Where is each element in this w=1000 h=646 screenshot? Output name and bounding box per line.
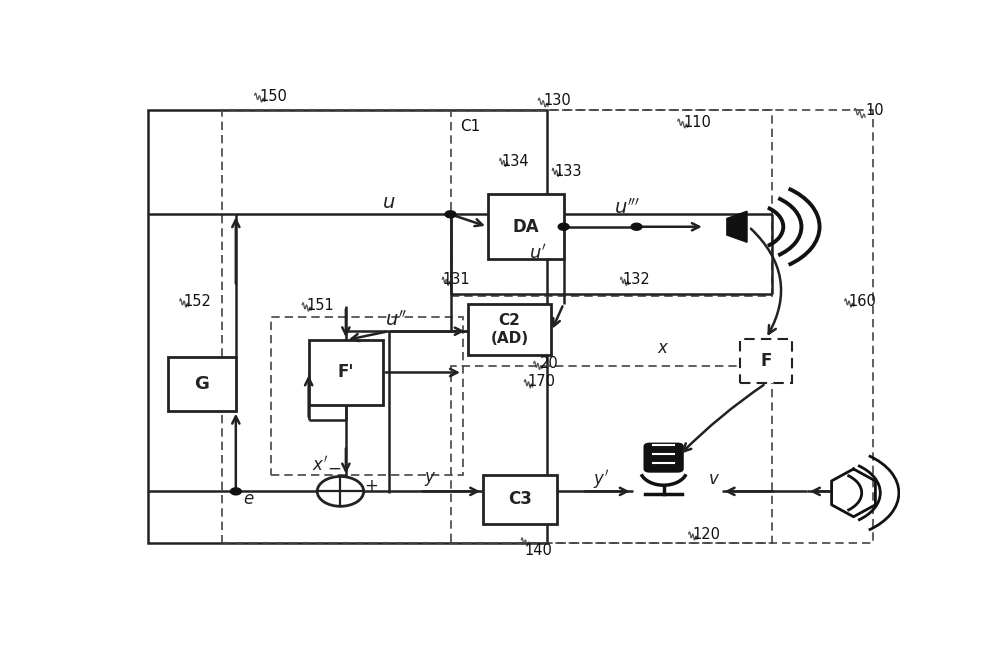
Text: 140: 140 <box>524 543 552 557</box>
Text: $u''$: $u''$ <box>385 310 408 329</box>
Circle shape <box>445 211 456 218</box>
Text: 130: 130 <box>544 94 571 109</box>
FancyBboxPatch shape <box>168 357 236 411</box>
FancyBboxPatch shape <box>740 339 792 384</box>
Text: $v$: $v$ <box>708 470 720 488</box>
Polygon shape <box>727 211 747 242</box>
FancyBboxPatch shape <box>488 194 564 259</box>
Text: $+$: $+$ <box>364 477 379 495</box>
Text: 170: 170 <box>527 375 555 390</box>
Text: 151: 151 <box>306 298 334 313</box>
Text: 150: 150 <box>260 89 288 104</box>
Text: $u'$: $u'$ <box>529 243 546 262</box>
Circle shape <box>558 224 569 230</box>
FancyBboxPatch shape <box>483 475 557 524</box>
Text: 20: 20 <box>540 356 559 371</box>
Text: $-$: $-$ <box>327 459 341 477</box>
Text: 110: 110 <box>683 115 711 130</box>
Text: 133: 133 <box>555 163 582 178</box>
Text: $x$: $x$ <box>657 339 670 357</box>
Circle shape <box>230 488 241 495</box>
FancyBboxPatch shape <box>468 304 551 355</box>
Text: C1: C1 <box>460 119 480 134</box>
FancyBboxPatch shape <box>148 110 547 543</box>
Text: F': F' <box>338 364 354 382</box>
Text: C2: C2 <box>498 313 520 328</box>
Text: $y$: $y$ <box>424 470 437 488</box>
Text: 131: 131 <box>443 272 471 287</box>
Text: DA: DA <box>512 218 539 236</box>
Text: 160: 160 <box>849 294 877 309</box>
Text: $u'''$: $u'''$ <box>614 198 640 218</box>
Text: 134: 134 <box>502 154 529 169</box>
Text: C3: C3 <box>508 490 532 508</box>
Circle shape <box>631 224 642 230</box>
Text: $e$: $e$ <box>243 490 255 508</box>
Text: $u$: $u$ <box>382 193 395 213</box>
Text: 120: 120 <box>692 526 720 541</box>
FancyArrowPatch shape <box>683 385 764 452</box>
Text: $x'$: $x'$ <box>312 455 328 474</box>
Text: $y'$: $y'$ <box>593 468 609 491</box>
FancyBboxPatch shape <box>309 340 383 405</box>
Text: (AD): (AD) <box>490 331 528 346</box>
Text: F: F <box>760 352 772 370</box>
Text: 10: 10 <box>866 103 885 118</box>
Text: G: G <box>194 375 209 393</box>
Text: 132: 132 <box>623 272 650 287</box>
Text: 152: 152 <box>184 294 212 309</box>
FancyBboxPatch shape <box>643 443 684 473</box>
FancyArrowPatch shape <box>751 229 781 334</box>
